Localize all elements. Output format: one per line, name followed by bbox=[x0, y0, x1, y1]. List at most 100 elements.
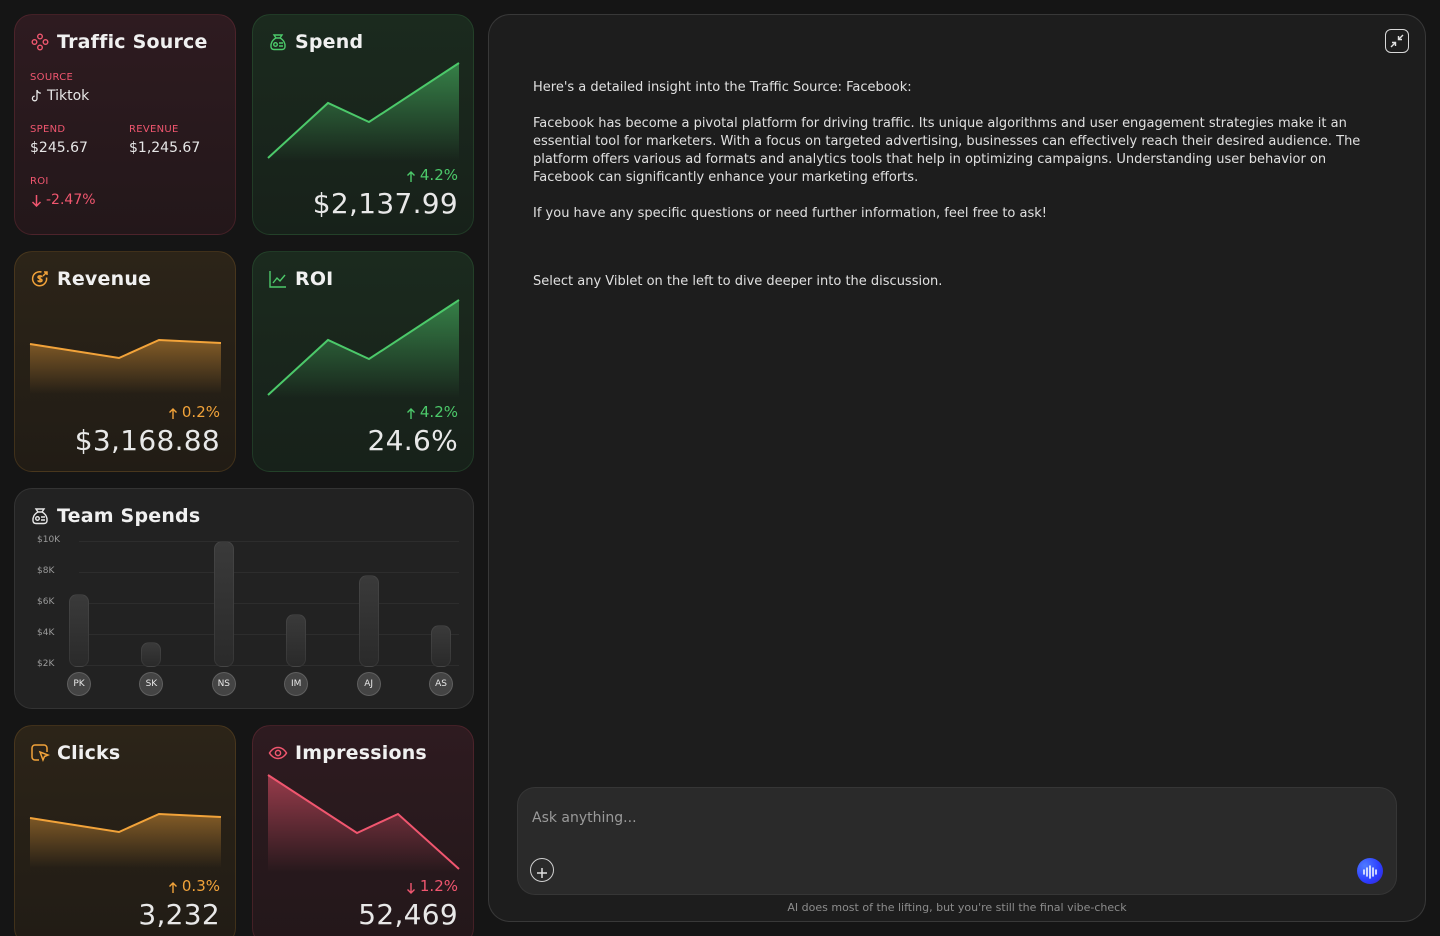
revenue-card[interactable]: Revenue 0.2% $3,168.88 bbox=[14, 251, 236, 472]
arrow-down-icon bbox=[406, 880, 416, 894]
chat-input[interactable] bbox=[532, 810, 1332, 826]
plus-icon bbox=[536, 864, 548, 878]
avatar-pk[interactable]: PK bbox=[67, 672, 91, 696]
chat-panel: Here's a detailed insight into the Traff… bbox=[488, 14, 1426, 922]
bar-sk[interactable] bbox=[141, 641, 162, 667]
bar-pk[interactable] bbox=[69, 593, 89, 667]
revenue-change-value: 0.2% bbox=[181, 403, 220, 421]
y-tick-label: $4K bbox=[37, 628, 55, 638]
roi-change: 4.2% bbox=[406, 403, 458, 421]
roi-sparkline bbox=[267, 299, 460, 398]
team-spends-title: Team Spends bbox=[30, 505, 200, 527]
team-spends-title-text: Team Spends bbox=[57, 505, 201, 527]
roi-label: ROI bbox=[30, 176, 49, 187]
source-value-row: Tiktok bbox=[31, 88, 89, 104]
roi-change-value: 4.2% bbox=[419, 403, 458, 421]
arrow-up-icon bbox=[406, 169, 416, 182]
traffic-source-title: Traffic Source bbox=[30, 31, 208, 53]
clicks-title: Clicks bbox=[30, 742, 120, 764]
clicks-change: 0.3% bbox=[168, 877, 220, 895]
arrow-down-icon bbox=[31, 194, 42, 207]
roi-title: ROI bbox=[268, 268, 333, 290]
line-chart-icon bbox=[268, 269, 288, 289]
bar-im[interactable] bbox=[286, 613, 307, 667]
revenue-change: 0.2% bbox=[168, 403, 220, 421]
spend-value: $2,137.99 bbox=[312, 187, 458, 220]
roi-title-text: ROI bbox=[295, 268, 334, 290]
money-bag-icon bbox=[30, 506, 50, 526]
revenue-label: REVENUE bbox=[129, 124, 179, 135]
chat-message-hint: Select any Viblet on the left to dive de… bbox=[533, 274, 943, 289]
avatar-aj[interactable]: AJ bbox=[356, 672, 381, 696]
gridline bbox=[79, 541, 459, 542]
avatar-sk[interactable]: SK bbox=[139, 672, 164, 696]
revenue-value: $1,245.67 bbox=[129, 140, 201, 156]
waveform-icon bbox=[1362, 864, 1378, 879]
source-label: SOURCE bbox=[30, 72, 74, 83]
avatar-as[interactable]: AS bbox=[429, 672, 453, 696]
y-tick-label: $6K bbox=[37, 597, 55, 607]
spend-value: $245.67 bbox=[30, 140, 88, 156]
eye-icon bbox=[268, 743, 288, 763]
gridline bbox=[79, 603, 459, 604]
y-tick-label: $8K bbox=[37, 566, 55, 576]
arrow-up-icon bbox=[406, 406, 416, 419]
collapse-button[interactable] bbox=[1385, 29, 1409, 53]
money-bag-icon bbox=[268, 32, 288, 52]
revenue-title-text: Revenue bbox=[57, 268, 152, 290]
avatar-im[interactable]: IM bbox=[284, 672, 309, 696]
source-value: Tiktok bbox=[47, 88, 90, 104]
impressions-value: 52,469 bbox=[358, 898, 458, 931]
revenue-value: $3,168.88 bbox=[74, 424, 220, 457]
cursor-click-icon bbox=[30, 743, 50, 763]
gridline bbox=[79, 572, 459, 573]
avatar-ns[interactable]: NS bbox=[211, 672, 236, 696]
traffic-source-title-text: Traffic Source bbox=[57, 31, 208, 53]
bar-as[interactable] bbox=[431, 624, 451, 667]
chat-message-followup: If you have any specific questions or ne… bbox=[533, 206, 1048, 221]
y-tick-label: $10K bbox=[37, 535, 61, 545]
roi-card[interactable]: ROI 4.2% 24.6% bbox=[252, 251, 474, 472]
arrow-up-icon bbox=[168, 880, 178, 893]
spend-sparkline bbox=[267, 62, 460, 161]
spend-change: 4.2% bbox=[406, 166, 458, 184]
impressions-sparkline bbox=[267, 774, 460, 872]
impressions-change: 1.2% bbox=[406, 877, 458, 895]
bar-aj[interactable] bbox=[358, 575, 379, 667]
clicks-card[interactable]: Clicks 0.3% 3,232 bbox=[14, 725, 236, 936]
clicks-title-text: Clicks bbox=[57, 742, 121, 764]
traffic-source-card[interactable]: Traffic Source SOURCE Tiktok SPEND $245.… bbox=[14, 14, 236, 235]
impressions-card[interactable]: Impressions 1.2% 52,469 bbox=[252, 725, 474, 936]
gridline bbox=[79, 665, 459, 666]
impressions-title-text: Impressions bbox=[295, 742, 427, 764]
roi-value: 24.6% bbox=[367, 424, 458, 457]
network-icon bbox=[30, 32, 50, 52]
chat-message-body: Facebook has become a pivotal platform f… bbox=[533, 116, 1361, 185]
roi-value: -2.47% bbox=[46, 192, 96, 208]
footer-disclaimer: AI does most of the lifting, but you're … bbox=[787, 901, 1127, 914]
spend-change-value: 4.2% bbox=[419, 166, 458, 184]
arrow-up-icon bbox=[168, 406, 178, 419]
impressions-change-value: 1.2% bbox=[419, 877, 458, 895]
bar-ns[interactable] bbox=[213, 541, 234, 667]
attach-button[interactable] bbox=[530, 858, 554, 882]
spend-card[interactable]: Spend 4.2% $2,137.99 bbox=[252, 14, 474, 235]
voice-button[interactable] bbox=[1357, 858, 1383, 884]
team-spends-card[interactable]: Team Spends $10K $8K $6K $4K $2K PK SK NS IM AJ AS bbox=[14, 488, 474, 709]
clicks-value: 3,232 bbox=[138, 898, 220, 931]
spend-title-text: Spend bbox=[295, 31, 364, 53]
y-tick-label: $2K bbox=[37, 659, 55, 669]
impressions-title: Impressions bbox=[268, 742, 427, 764]
spend-title: Spend bbox=[268, 31, 363, 53]
tiktok-icon bbox=[31, 89, 43, 103]
revenue-title: Revenue bbox=[30, 268, 151, 290]
roi-value-row: -2.47% bbox=[31, 192, 96, 208]
clicks-change-value: 0.3% bbox=[181, 877, 220, 895]
gridline bbox=[79, 634, 459, 635]
minimize-icon bbox=[1389, 33, 1405, 49]
chat-message-intro: Here's a detailed insight into the Traff… bbox=[533, 80, 912, 95]
spend-label: SPEND bbox=[30, 124, 66, 135]
revenue-sparkline bbox=[29, 338, 222, 394]
chat-composer bbox=[517, 787, 1397, 895]
clicks-sparkline bbox=[29, 812, 222, 868]
